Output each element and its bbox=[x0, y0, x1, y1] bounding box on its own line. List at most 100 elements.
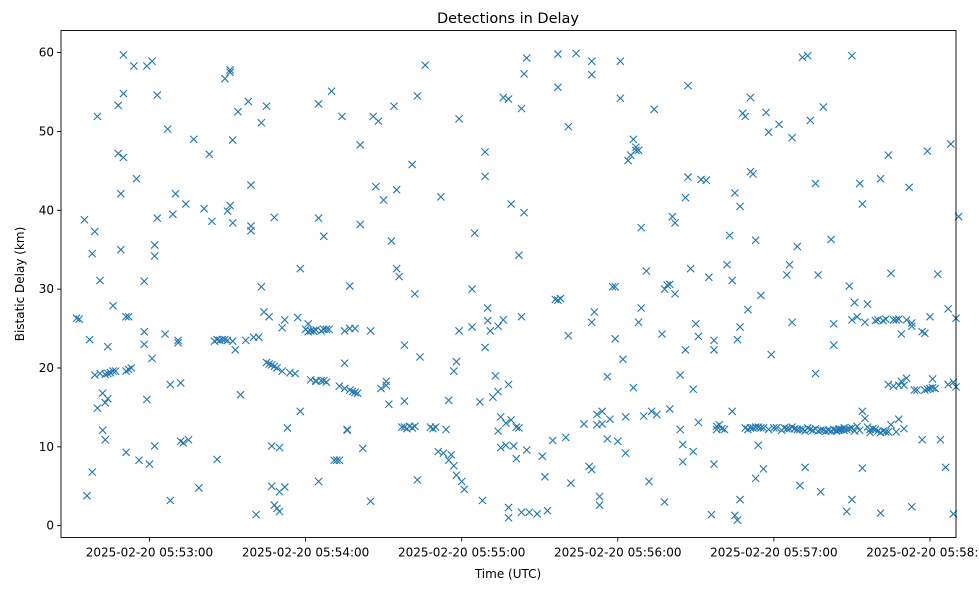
data-point bbox=[252, 510, 261, 519]
data-point bbox=[335, 456, 344, 465]
data-point bbox=[681, 193, 690, 202]
data-point bbox=[507, 199, 516, 208]
data-point bbox=[304, 319, 313, 328]
data-point bbox=[153, 91, 162, 100]
data-point bbox=[501, 419, 510, 428]
data-point bbox=[119, 50, 128, 59]
data-point bbox=[226, 65, 235, 74]
data-point bbox=[749, 170, 758, 178]
data-point bbox=[520, 69, 529, 78]
data-point bbox=[660, 498, 669, 507]
data-point bbox=[587, 318, 596, 327]
data-point bbox=[246, 222, 255, 231]
data-point bbox=[101, 370, 110, 379]
data-point bbox=[720, 425, 729, 434]
data-point bbox=[920, 386, 929, 395]
data-point bbox=[327, 87, 336, 96]
data-point bbox=[556, 294, 565, 303]
data-point bbox=[436, 192, 445, 201]
data-point bbox=[842, 425, 851, 434]
data-point bbox=[226, 68, 235, 77]
data-point bbox=[509, 442, 518, 451]
data-point bbox=[816, 487, 825, 496]
data-point bbox=[928, 375, 937, 384]
data-point bbox=[733, 516, 742, 525]
data-point bbox=[912, 386, 921, 395]
data-point bbox=[475, 397, 484, 406]
data-point bbox=[517, 104, 526, 113]
data-point bbox=[410, 289, 419, 298]
data-point bbox=[504, 380, 513, 389]
data-point bbox=[572, 49, 581, 58]
data-point bbox=[827, 235, 836, 244]
data-point bbox=[161, 330, 170, 339]
data-point bbox=[782, 424, 791, 433]
data-point bbox=[933, 270, 942, 279]
data-point bbox=[267, 442, 276, 451]
y-tick-label: 30 bbox=[39, 282, 54, 296]
data-point bbox=[759, 464, 768, 473]
data-point bbox=[564, 331, 573, 340]
data-point bbox=[356, 220, 365, 229]
data-point bbox=[902, 315, 911, 324]
data-point bbox=[751, 236, 760, 245]
data-point bbox=[119, 153, 128, 162]
data-point bbox=[468, 285, 477, 294]
data-point bbox=[142, 395, 151, 404]
data-point bbox=[179, 438, 188, 447]
data-point bbox=[75, 315, 84, 324]
data-point bbox=[228, 136, 237, 145]
data-point bbox=[624, 156, 633, 165]
data-point bbox=[806, 116, 815, 125]
data-point bbox=[455, 114, 464, 123]
x-axis-label: Time (UTC) bbox=[474, 567, 541, 581]
data-point bbox=[356, 140, 365, 149]
data-point bbox=[163, 125, 172, 134]
data-point bbox=[278, 323, 287, 332]
data-point bbox=[88, 249, 97, 258]
data-point bbox=[881, 427, 890, 436]
data-point bbox=[658, 330, 666, 339]
data-point bbox=[663, 281, 672, 290]
data-point bbox=[148, 57, 157, 66]
data-point bbox=[884, 380, 893, 389]
data-point bbox=[855, 426, 864, 435]
data-point bbox=[93, 112, 102, 121]
data-point bbox=[265, 360, 274, 369]
data-point bbox=[348, 387, 357, 396]
data-point bbox=[564, 122, 573, 131]
data-point bbox=[782, 270, 791, 279]
data-point bbox=[866, 428, 875, 437]
data-point bbox=[759, 423, 768, 432]
data-point bbox=[265, 312, 274, 321]
data-point bbox=[702, 176, 711, 185]
x-axis: 2025-02-20 05:53:00 2025-02-20 05:54:00 20… bbox=[86, 537, 979, 560]
data-point bbox=[205, 150, 214, 159]
data-point bbox=[725, 231, 734, 240]
data-point bbox=[116, 189, 125, 198]
data-point bbox=[379, 196, 388, 205]
data-point bbox=[907, 502, 916, 511]
data-point bbox=[491, 371, 500, 380]
data-point bbox=[684, 173, 693, 182]
data-point bbox=[140, 277, 149, 286]
data-point bbox=[119, 89, 128, 98]
data-point bbox=[608, 282, 617, 291]
data-point bbox=[270, 213, 279, 222]
data-point bbox=[811, 179, 820, 188]
data-point bbox=[886, 420, 895, 429]
data-point bbox=[314, 214, 323, 223]
data-point bbox=[829, 341, 838, 350]
data-point bbox=[207, 217, 216, 226]
data-point bbox=[629, 135, 638, 144]
data-point bbox=[280, 315, 289, 324]
data-point bbox=[114, 149, 123, 158]
data-point bbox=[236, 390, 245, 399]
data-point bbox=[634, 318, 643, 327]
data-point bbox=[449, 367, 458, 376]
data-point bbox=[278, 367, 287, 376]
data-point bbox=[514, 251, 523, 260]
data-point bbox=[371, 182, 380, 191]
data-point bbox=[72, 314, 81, 323]
